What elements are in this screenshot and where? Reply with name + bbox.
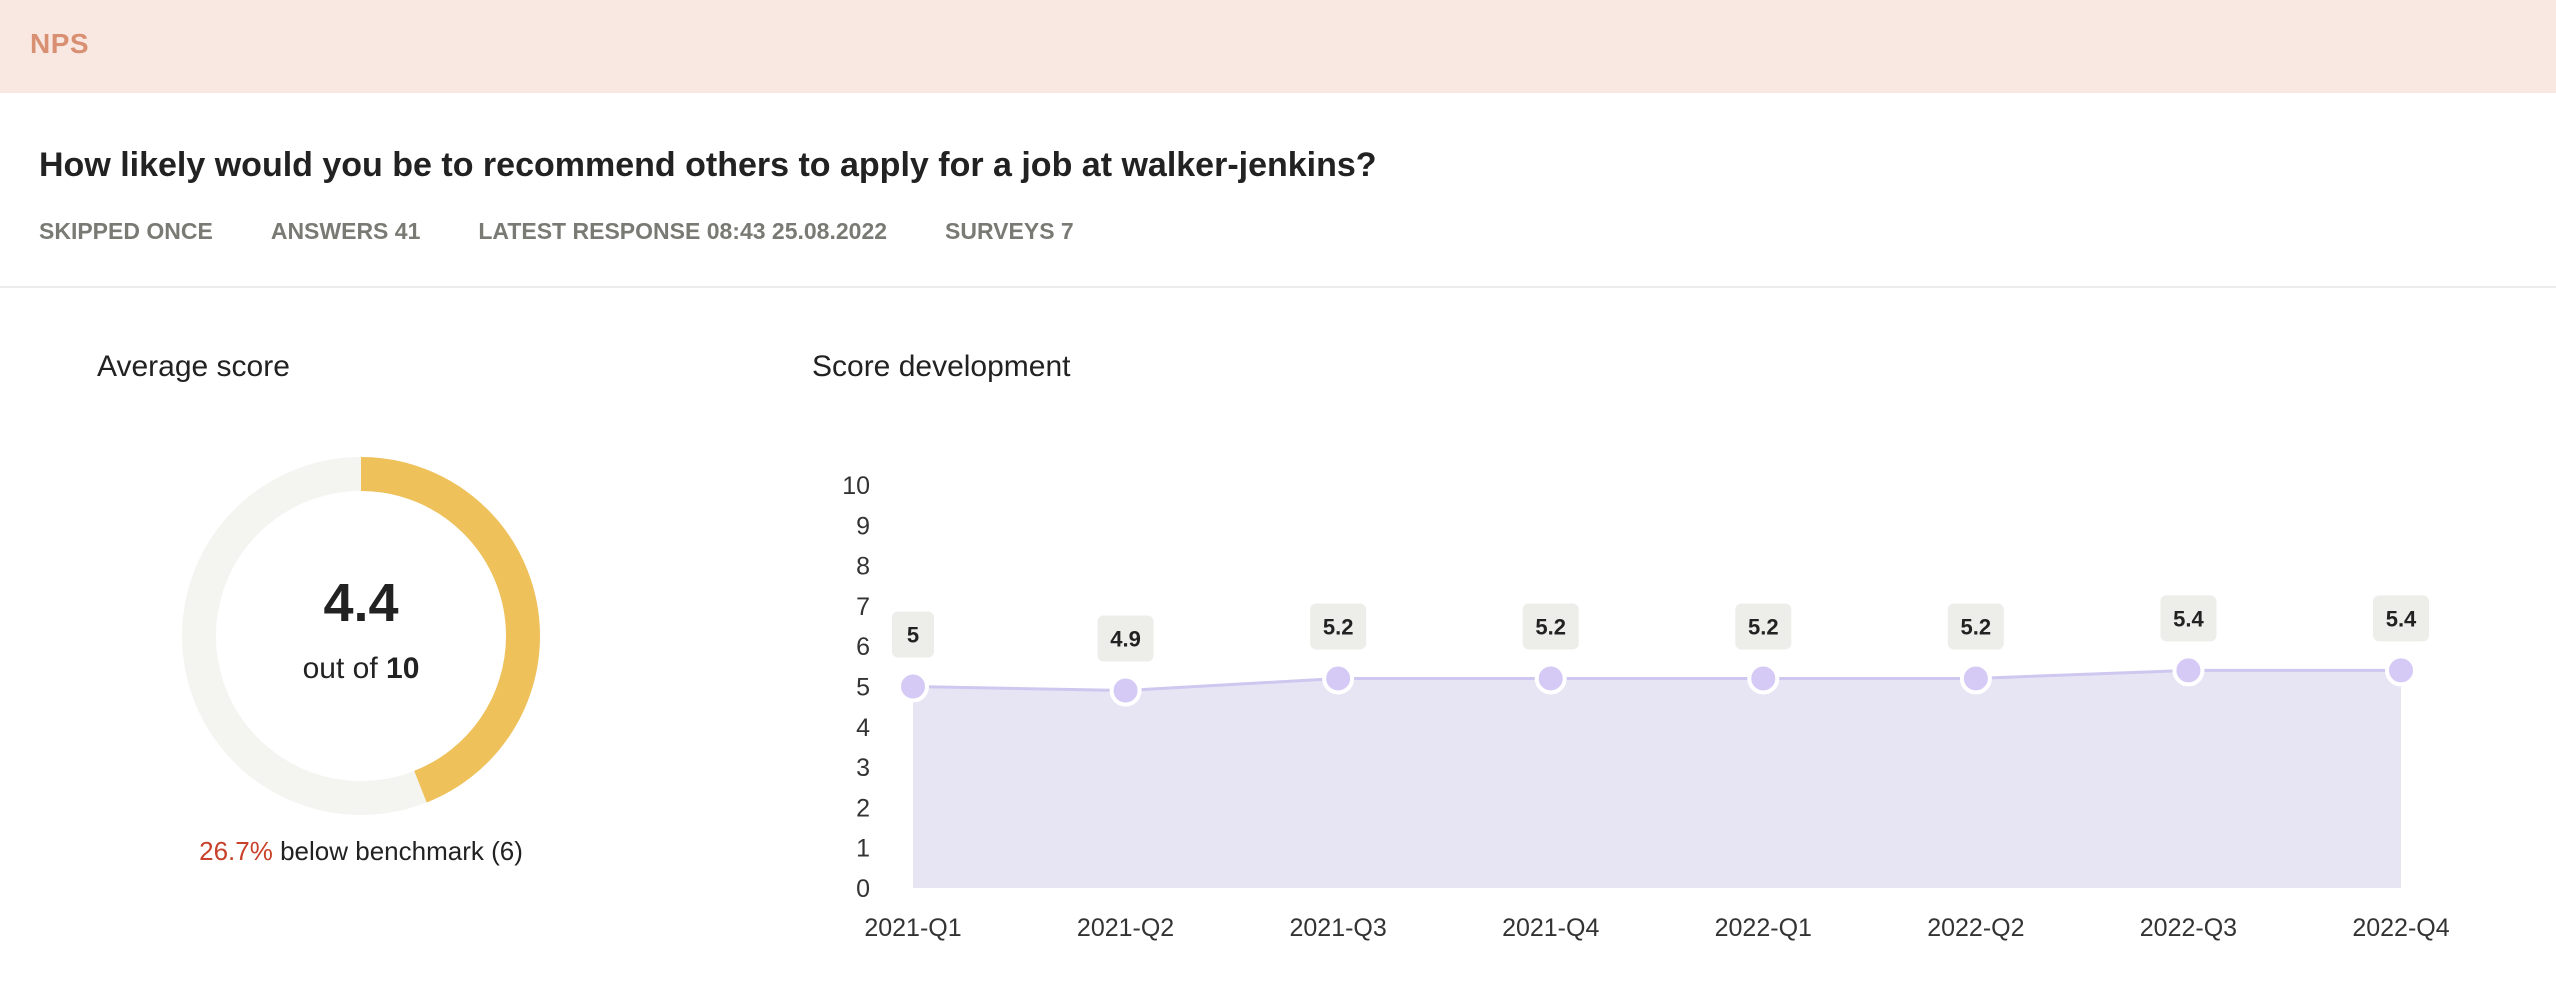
data-point bbox=[1109, 674, 1142, 707]
surveys-count: SURVEYS 7 bbox=[945, 218, 1074, 244]
nps-header-bar: NPS bbox=[0, 0, 2556, 93]
x-tick-label: 2021-Q1 bbox=[864, 914, 961, 942]
page-title: NPS bbox=[30, 28, 90, 59]
y-tick-label: 2 bbox=[856, 794, 870, 822]
data-label: 5 bbox=[907, 623, 919, 648]
y-tick-label: 10 bbox=[842, 472, 870, 500]
out-of-label: out of bbox=[302, 652, 387, 685]
question-meta: SKIPPED ONCE ANSWERS 41 LATEST RESPONSE … bbox=[39, 218, 1074, 245]
data-label-box bbox=[1097, 615, 1154, 662]
x-tick-label: 2021-Q4 bbox=[1502, 914, 1599, 942]
score-development-title: Score development bbox=[812, 350, 1071, 383]
answers-count: ANSWERS 41 bbox=[270, 218, 421, 244]
y-tick-label: 7 bbox=[856, 593, 870, 621]
benchmark-comparison: 26.7% below benchmark (6) bbox=[100, 836, 622, 867]
average-score-value: 4.4 bbox=[323, 573, 399, 633]
x-tick-label: 2022-Q3 bbox=[2140, 914, 2237, 942]
y-tick-label: 4 bbox=[856, 714, 870, 742]
average-score-gauge bbox=[182, 457, 540, 815]
data-point bbox=[1534, 662, 1567, 695]
series-area bbox=[913, 670, 2401, 888]
data-point bbox=[2385, 654, 2417, 687]
data-label-box bbox=[2160, 595, 2217, 642]
data-point bbox=[1747, 662, 1780, 695]
y-tick-label: 9 bbox=[856, 512, 870, 540]
data-label: 5.4 bbox=[2173, 606, 2204, 631]
data-label: 5.2 bbox=[1748, 614, 1779, 639]
y-tick-label: 0 bbox=[856, 875, 870, 903]
out-of-max: 10 bbox=[386, 652, 420, 685]
question-title: How likely would you be to recommend oth… bbox=[39, 146, 1377, 184]
y-tick-label: 6 bbox=[856, 633, 870, 661]
data-label: 5.2 bbox=[1535, 614, 1566, 639]
data-point bbox=[2172, 654, 2205, 687]
y-tick-label: 1 bbox=[856, 835, 870, 863]
score-development-chart: 0 1 2 3 4 5 6 7 8 9 10 5 2021-Q1 4.9 2021-Q2 5.2 2021-Q3… bbox=[842, 472, 2450, 942]
y-tick-label: 3 bbox=[856, 754, 870, 782]
data-label-box bbox=[1522, 603, 1579, 650]
data-point bbox=[897, 670, 929, 703]
gauge-fill bbox=[182, 457, 540, 815]
data-label: 4.9 bbox=[1110, 627, 1141, 652]
series-line bbox=[912, 668, 2401, 693]
x-tick-label: 2022-Q1 bbox=[1715, 914, 1812, 942]
data-label: 5.2 bbox=[1961, 614, 1992, 639]
benchmark-text: below benchmark (6) bbox=[272, 836, 523, 866]
data-label: 5.4 bbox=[2386, 606, 2417, 631]
latest-response: LATEST RESPONSE 08:43 25.08.2022 bbox=[478, 218, 888, 244]
average-score-title: Average score bbox=[97, 350, 290, 383]
data-label-box bbox=[892, 611, 934, 658]
x-tick-label: 2021-Q2 bbox=[1077, 914, 1174, 942]
x-tick-label: 2022-Q2 bbox=[1927, 914, 2024, 942]
x-tick-label: 2021-Q3 bbox=[1289, 914, 1386, 942]
data-label-box bbox=[1947, 603, 2004, 650]
data-label-box bbox=[1735, 603, 1792, 650]
section-divider bbox=[0, 286, 2556, 288]
average-score-out-of: out of 10 bbox=[180, 652, 542, 686]
data-point bbox=[1322, 662, 1355, 695]
data-label-box bbox=[2373, 595, 2429, 642]
data-label: 5.2 bbox=[1323, 614, 1354, 639]
skipped-count: SKIPPED ONCE bbox=[39, 218, 213, 244]
data-label-box bbox=[1310, 603, 1367, 650]
y-tick-label: 5 bbox=[856, 674, 870, 702]
data-point bbox=[1959, 662, 1992, 695]
x-tick-label: 2022-Q4 bbox=[2352, 914, 2449, 942]
y-tick-label: 8 bbox=[856, 553, 870, 581]
benchmark-percentage: 26.7% bbox=[199, 836, 273, 866]
